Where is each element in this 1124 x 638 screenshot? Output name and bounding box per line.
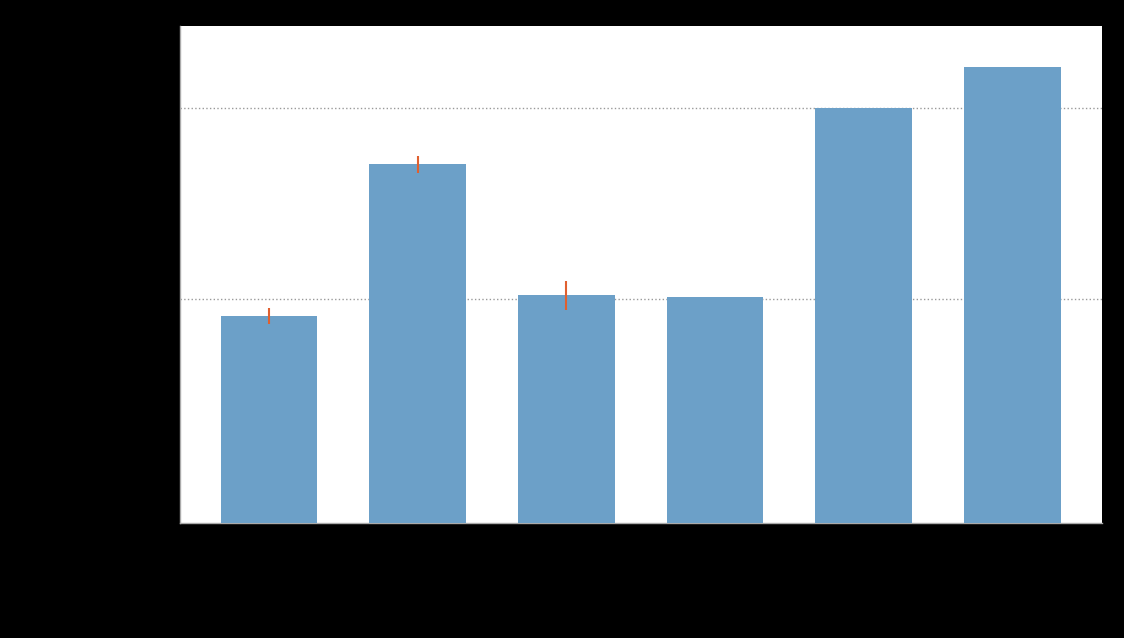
Text: Número de cópias: Número de cópias bbox=[25, 143, 65, 495]
Bar bbox=[518, 295, 615, 523]
Bar bbox=[220, 316, 317, 523]
Bar bbox=[667, 297, 763, 523]
Bar bbox=[815, 108, 912, 523]
Bar bbox=[370, 165, 466, 523]
Bar bbox=[964, 67, 1061, 523]
